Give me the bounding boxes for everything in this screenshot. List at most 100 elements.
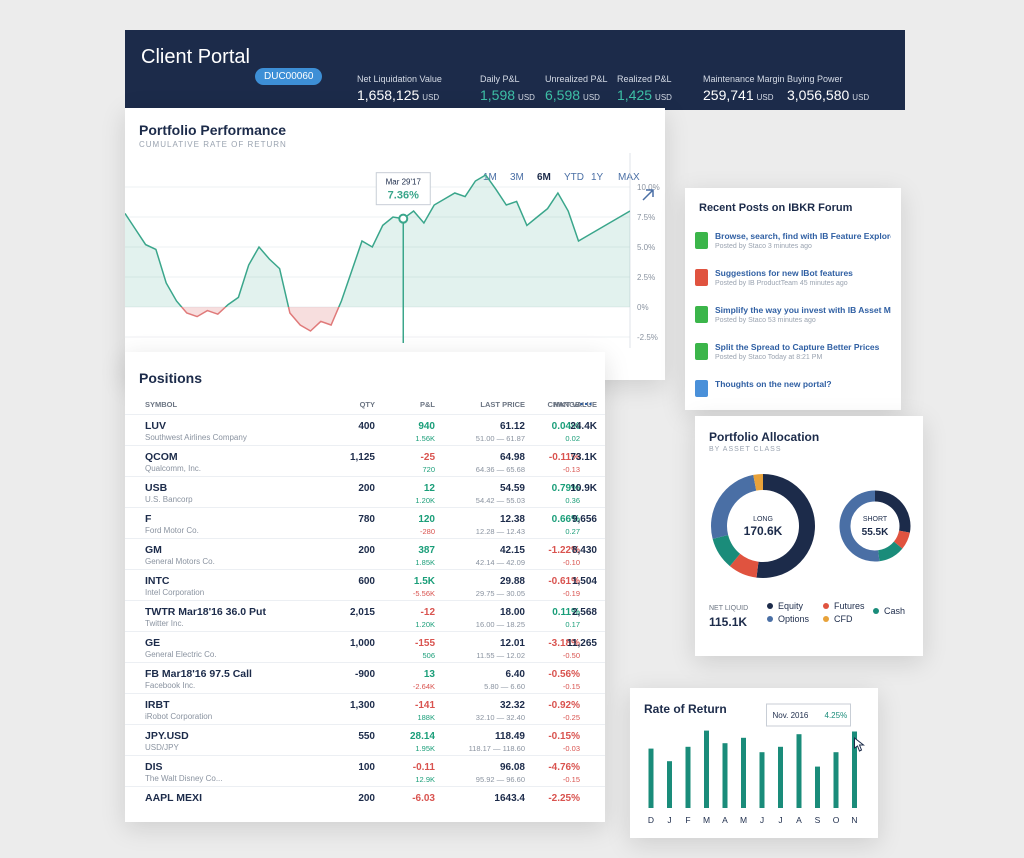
metric-label: Realized P&L xyxy=(617,74,672,84)
metric: Daily P&L 1,598 USD xyxy=(480,74,535,103)
metric-value: 1,658,125 USD xyxy=(357,87,440,103)
metric-label: Buying Power xyxy=(787,74,843,84)
panel-subtitle: CUMULATIVE RATE OF RETURN xyxy=(139,140,287,149)
column-header[interactable]: MKT VALUE xyxy=(553,400,597,409)
cell: GM xyxy=(145,544,162,556)
post-byline: Posted by Staco 3 minutes ago xyxy=(715,243,812,250)
column-header[interactable]: LAST PRICE xyxy=(480,400,525,409)
cell: QCOM xyxy=(145,451,178,463)
forum-post[interactable]: Split the Spread to Capture Better Price… xyxy=(695,341,891,377)
cell: Ford Motor Co. xyxy=(145,526,199,535)
post-icon xyxy=(695,380,708,397)
cell: 118.49 xyxy=(494,731,525,742)
cell: 32.32 xyxy=(499,700,525,711)
cell: -141 xyxy=(414,700,435,711)
cell: -155 xyxy=(414,638,435,649)
cell: 1,504 xyxy=(571,576,597,587)
position-row[interactable]: USB U.S. Bancorp 200 12 1.20K 54.59 54.42 — 55… xyxy=(125,476,605,508)
cell: 506 xyxy=(422,651,435,660)
cell: 720 xyxy=(422,465,435,474)
cell: 200 xyxy=(358,545,375,556)
position-row[interactable]: AAPL MEXI 200 -6.03 1643.4 -2.25% xyxy=(125,786,605,818)
column-header[interactable]: SYMBOL xyxy=(145,400,178,409)
post-icon xyxy=(695,306,708,323)
cell: 28.14 xyxy=(409,731,435,742)
cell: Intel Corporation xyxy=(145,588,205,597)
cell: General Electric Co. xyxy=(145,650,217,659)
cell: 95.92 — 96.60 xyxy=(475,775,525,784)
column-header[interactable]: CHANGE xyxy=(547,400,580,409)
metric: Realized P&L 1,425 USD xyxy=(617,74,672,103)
metric-value: 6,598 USD xyxy=(545,87,600,103)
x-tick-label: A xyxy=(722,815,728,825)
metric-unit: USD xyxy=(518,93,535,102)
position-row[interactable]: FB Mar18'16 97.5 Call Facebook Inc. -900 13… xyxy=(125,662,605,694)
cell: 11,265 xyxy=(566,638,597,649)
cell: 1643.4 xyxy=(494,793,525,804)
metric-unit: USD xyxy=(852,93,870,102)
legend-swatch xyxy=(767,616,773,622)
bar xyxy=(648,748,654,808)
position-row[interactable]: GM General Motors Co. 200 387 1.85K 42.15 42.1… xyxy=(125,538,605,570)
metric-label: Daily P&L xyxy=(480,74,520,84)
range-button[interactable]: 1M xyxy=(483,172,497,183)
cell: -2.64K xyxy=(412,682,435,691)
metric-label: Unrealized P&L xyxy=(545,74,608,84)
cell: 42.15 xyxy=(499,545,525,556)
cell: 100 xyxy=(358,762,375,773)
metric-value: 3,056,580 USD xyxy=(787,87,870,103)
forum-post[interactable]: Suggestions for new IBot features Posted … xyxy=(695,267,891,303)
cell: 8,430 xyxy=(571,545,597,556)
cell: 32.10 — 32.40 xyxy=(475,713,525,722)
position-row[interactable]: GE General Electric Co. 1,000 -155 506 12.01 1… xyxy=(125,631,605,663)
cell: -0.92% xyxy=(548,700,580,711)
cell: -0.56% xyxy=(548,669,580,680)
position-row[interactable]: DIS The Walt Disney Co... 100 -0.11 12.9K 96.… xyxy=(125,755,605,787)
donut-segment xyxy=(874,490,911,533)
donut-label: LONG xyxy=(753,516,773,523)
expand-icon xyxy=(642,189,654,201)
position-row[interactable]: IRBT iRobot Corporation 1,300 -141 188K 32.32… xyxy=(125,693,605,725)
cell: -0.50 xyxy=(562,651,580,660)
cell: USB xyxy=(145,482,168,494)
range-button[interactable]: 6M xyxy=(537,172,551,183)
forum-post[interactable]: Simplify the way you invest with IB Asse… xyxy=(695,304,891,340)
column-header[interactable]: QTY xyxy=(359,400,375,409)
forum-post[interactable]: Thoughts on the new portal? xyxy=(695,378,891,410)
forum-post[interactable]: Browse, search, find with IB Feature Exp… xyxy=(695,230,891,266)
donut-label: SHORT xyxy=(863,516,888,523)
cell: USD/JPY xyxy=(145,743,179,752)
range-button[interactable]: YTD xyxy=(564,172,584,183)
cell: 6.40 xyxy=(505,669,525,680)
range-button[interactable]: 1Y xyxy=(591,172,604,183)
legend-label: Cash xyxy=(884,606,906,616)
cell: Twitter Inc. xyxy=(145,619,184,628)
y-tick-label: -2.5% xyxy=(637,333,658,342)
bar xyxy=(796,734,802,808)
cell: 96.08 xyxy=(499,762,525,773)
position-row[interactable]: TWTR Mar18'16 36.0 Put Twitter Inc. 2,015 -… xyxy=(125,600,605,632)
legend-label: CFD xyxy=(834,614,853,624)
position-row[interactable]: JPY.USD USD/JPY 550 28.14 1.95K 118.49 118.17 … xyxy=(125,724,605,756)
cell: -0.19 xyxy=(562,589,580,598)
cell: The Walt Disney Co... xyxy=(145,774,223,783)
position-row[interactable]: INTC Intel Corporation 600 1.5K -5.56K 29.88 2… xyxy=(125,569,605,601)
position-row[interactable]: LUV Southwest Airlines Company 400 940 1.56K… xyxy=(125,414,605,446)
donut-segment xyxy=(729,553,759,578)
range-button[interactable]: MAX xyxy=(618,172,640,183)
range-button[interactable]: 3M xyxy=(510,172,524,183)
positions-panel: Positions SYMBOL QTY P&L LAST PRICE CHANGE MKT… xyxy=(125,352,605,822)
cell: IRBT xyxy=(145,699,170,711)
bar xyxy=(685,746,691,808)
y-tick-label: 10.0% xyxy=(637,183,660,192)
tooltip-box xyxy=(375,172,431,206)
account-badge[interactable]: DUC00060 xyxy=(255,68,323,85)
cell: 10.9K xyxy=(570,483,597,494)
column-header[interactable]: P&L xyxy=(420,400,435,409)
position-row[interactable]: QCOM Qualcomm, Inc. 1,125 -25 720 64.98 64.36 … xyxy=(125,445,605,477)
cell: 2,015 xyxy=(349,607,375,618)
cell: -0.15 xyxy=(562,775,580,784)
cell: 780 xyxy=(358,514,375,525)
position-row[interactable]: F Ford Motor Co. 780 120 -280 12.38 12.28 — 12… xyxy=(125,507,605,539)
